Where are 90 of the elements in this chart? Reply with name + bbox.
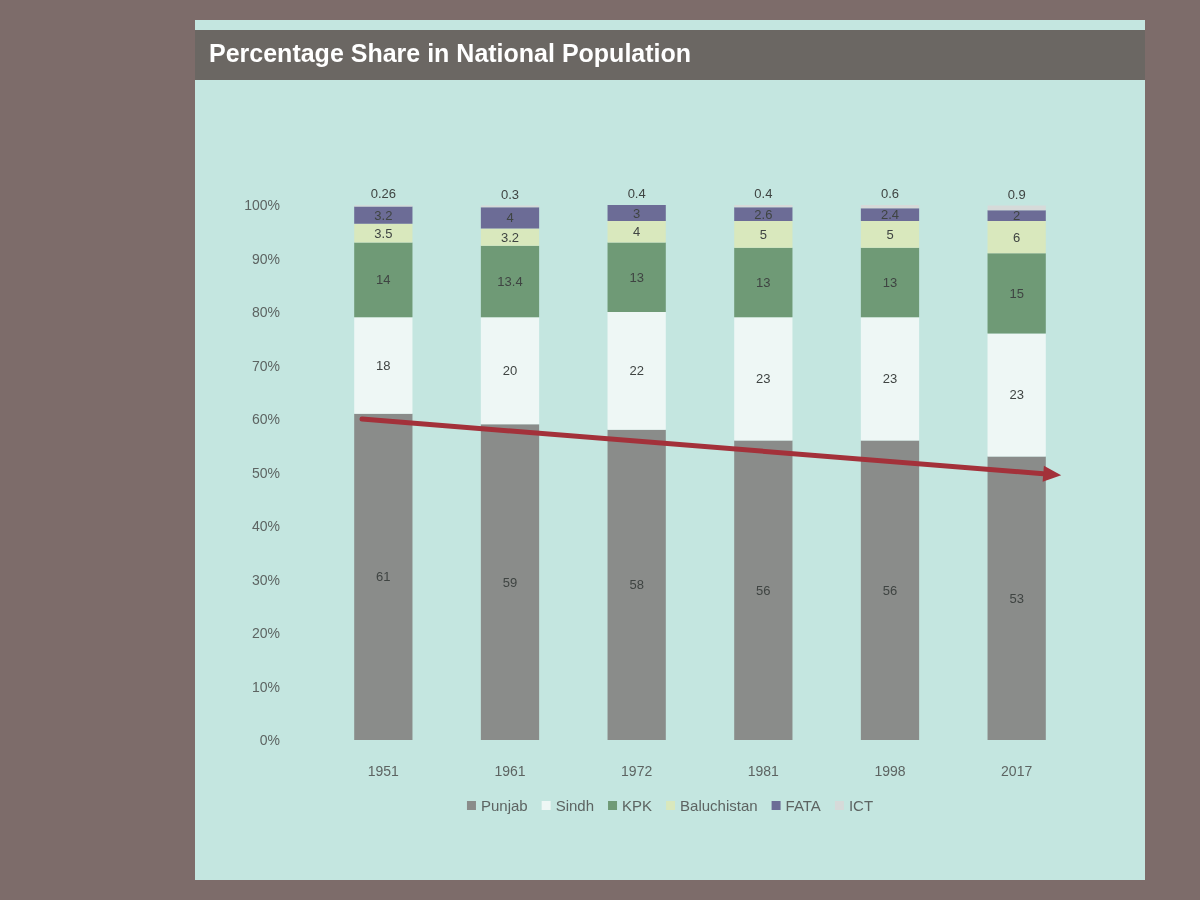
bar (734, 317, 793, 441)
y-tick-label: 60% (251, 411, 280, 427)
data-label: 2.6 (754, 206, 773, 222)
data-label: 4 (506, 210, 514, 226)
data-label: 4 (633, 224, 641, 240)
data-label: 0.6 (880, 186, 900, 201)
bar (860, 221, 920, 248)
data-label: 56 (756, 582, 771, 598)
data-label: 3.5 (374, 225, 393, 241)
data-label: 6 (1013, 229, 1021, 245)
x-tick-label: 1998 (874, 763, 906, 779)
y-tick-label: 100% (244, 197, 280, 213)
y-tick-label: 50% (251, 464, 280, 481)
bar (860, 440, 920, 740)
data-label: 5 (759, 226, 767, 242)
data-label: 23 (1009, 387, 1024, 403)
legend-label: Sindh (555, 797, 595, 814)
bar (607, 221, 666, 243)
bar (860, 205, 920, 209)
data-label: 0.4 (754, 186, 773, 201)
bar (480, 317, 540, 425)
legend-label: Baluchistan (680, 797, 758, 814)
data-label: 23 (756, 371, 771, 387)
bar (480, 228, 540, 246)
y-tick-label: 40% (251, 518, 280, 534)
bar (607, 242, 666, 312)
data-label: 3.2 (374, 207, 393, 223)
data-label: 61 (376, 569, 391, 585)
x-tick-label: 1961 (494, 763, 526, 779)
legend-label: ICT (848, 797, 874, 814)
data-label: 0.26 (370, 186, 396, 202)
y-tick-label: 0% (259, 732, 280, 748)
data-label: 20 (502, 363, 518, 379)
data-label: 2 (1013, 208, 1021, 224)
bar (860, 317, 920, 441)
x-tick-label: 1951 (367, 763, 400, 779)
data-label: 13 (756, 275, 771, 291)
data-label: 13 (629, 269, 644, 285)
y-tick-label: 90% (251, 250, 280, 267)
bar (987, 253, 1046, 334)
data-label: 53 (1009, 590, 1024, 606)
data-label: 3.2 (500, 229, 520, 245)
bar (734, 221, 793, 248)
data-label: 59 (502, 574, 518, 590)
data-label: 13 (882, 275, 898, 291)
y-tick-label: 20% (251, 625, 280, 641)
bar (607, 205, 666, 222)
legend-label: Punjab (480, 797, 528, 814)
data-label: 18 (376, 358, 391, 373)
bar (607, 429, 666, 740)
bar (860, 247, 920, 318)
data-label: 23 (882, 371, 898, 387)
y-tick-label: 10% (251, 678, 280, 695)
bar (480, 245, 540, 318)
chart-title: Percentage Share in National Population (209, 39, 692, 68)
bar (734, 247, 793, 318)
y-tick-label: 70% (251, 357, 280, 374)
data-label: 14 (376, 272, 391, 288)
data-label: 13.4 (497, 274, 523, 290)
data-label: 56 (882, 582, 898, 598)
bar (480, 207, 540, 229)
x-tick-label: 2017 (1001, 763, 1033, 779)
bar (354, 206, 413, 224)
bar (987, 333, 1046, 457)
data-label: 2.4 (880, 207, 900, 223)
y-tick-label: 80% (251, 304, 280, 320)
bar (860, 208, 920, 222)
bar (734, 440, 793, 740)
bar (354, 413, 413, 740)
data-label: 0.9 (1007, 186, 1026, 202)
bar (987, 456, 1046, 740)
data-label: 3 (633, 205, 641, 221)
data-label: 15 (1009, 285, 1024, 301)
data-label: 0.3 (500, 186, 520, 202)
bar (354, 242, 413, 318)
bar (734, 205, 793, 208)
bar (607, 312, 666, 430)
data-label: 5 (886, 226, 894, 242)
legend-label: KPK (622, 797, 653, 814)
legend-label: FATA (785, 797, 821, 814)
data-label: 58 (629, 577, 644, 593)
x-tick-label: 1972 (621, 763, 653, 779)
bar (480, 424, 540, 740)
data-label: 0.4 (627, 186, 646, 201)
y-tick-label: 30% (251, 571, 280, 588)
x-tick-label: 1981 (747, 763, 780, 779)
data-label: 22 (629, 363, 644, 379)
bar (987, 210, 1046, 222)
bar (354, 317, 413, 414)
bar (987, 221, 1046, 254)
